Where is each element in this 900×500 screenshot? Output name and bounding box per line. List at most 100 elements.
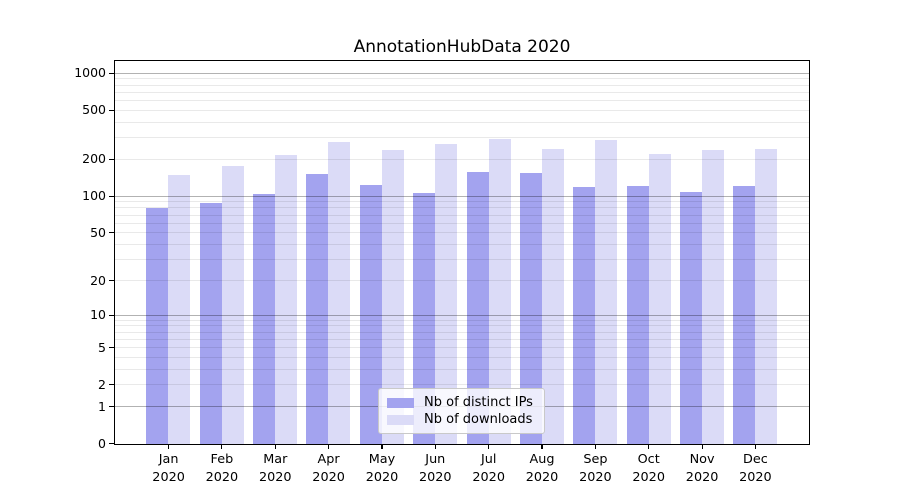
bar-downloads-nov xyxy=(701,150,724,444)
legend-label-downloads: Nb of downloads xyxy=(424,412,533,427)
y-tick-10 xyxy=(109,314,114,316)
y-tick-label-10: 10 xyxy=(90,307,106,323)
x-tick-label-aug: Aug 2020 xyxy=(525,452,559,485)
gridline-minor-400 xyxy=(115,121,809,123)
legend: Nb of distinct IPs Nb of downloads xyxy=(378,388,545,434)
bar-downloads-may xyxy=(381,149,404,444)
bar-downloads-apr xyxy=(328,141,351,444)
bar-downloads-mar xyxy=(275,154,298,444)
plot-area xyxy=(114,60,810,445)
gridline-major-100 xyxy=(115,195,809,197)
gridline-minor-2 xyxy=(115,384,809,386)
bar-ips-sep xyxy=(573,186,596,444)
legend-swatch-downloads xyxy=(387,415,414,425)
bar-downloads-jun xyxy=(435,144,458,444)
y-tick-100 xyxy=(109,195,114,197)
y-tick-label-500: 500 xyxy=(82,102,106,118)
y-tick-label-1000: 1000 xyxy=(74,65,106,81)
y-tick-label-1: 1 xyxy=(98,398,106,414)
gridline-minor-6 xyxy=(115,338,809,340)
bar-downloads-jan xyxy=(168,174,191,444)
bar-ips-apr xyxy=(306,173,329,444)
x-tick-label-jun: Jun 2020 xyxy=(419,452,452,485)
gridline-minor-600 xyxy=(115,99,809,101)
x-tick-feb xyxy=(221,445,223,449)
y-tick-1 xyxy=(109,406,114,408)
chart-title: AnnotationHubData 2020 xyxy=(353,37,571,57)
gridline-minor-7 xyxy=(115,331,809,333)
bar-ips-jun xyxy=(413,193,436,444)
x-tick-aug xyxy=(541,445,543,449)
x-tick-sep xyxy=(594,445,596,449)
gridline-minor-4 xyxy=(115,356,809,358)
bar-ips-aug xyxy=(519,173,542,444)
bar-ips-may xyxy=(359,184,382,444)
legend-label-distinct-ips: Nb of distinct IPs xyxy=(424,395,533,410)
x-tick-label-dec: Dec 2020 xyxy=(739,452,772,485)
x-tick-label-jan: Jan 2020 xyxy=(152,452,185,485)
bar-downloads-feb xyxy=(221,165,244,444)
y-tick-label-2: 2 xyxy=(98,376,106,392)
gridline-minor-20 xyxy=(115,279,809,281)
gridline-minor-40 xyxy=(115,243,809,245)
y-tick-label-200: 200 xyxy=(82,151,106,167)
y-tick-5 xyxy=(109,347,114,349)
bar-ips-jul xyxy=(466,172,489,444)
gridline-minor-9 xyxy=(115,319,809,321)
x-tick-label-mar: Mar 2020 xyxy=(259,452,292,485)
y-tick-label-20: 20 xyxy=(90,272,106,288)
y-tick-label-100: 100 xyxy=(82,188,106,204)
y-tick-1000 xyxy=(109,72,114,74)
gridline-major-10 xyxy=(115,314,809,316)
y-tick-label-0: 0 xyxy=(98,435,106,451)
y-tick-200 xyxy=(109,158,114,160)
y-tick-0 xyxy=(109,443,114,445)
gridline-minor-60 xyxy=(115,222,809,224)
bar-downloads-sep xyxy=(595,140,618,444)
x-tick-jun xyxy=(434,445,436,449)
bar-downloads-jul xyxy=(488,139,511,444)
gridline-minor-30 xyxy=(115,258,809,260)
bar-ips-feb xyxy=(199,203,222,444)
x-tick-may xyxy=(381,445,383,449)
x-tick-jul xyxy=(488,445,490,449)
gridline-minor-500 xyxy=(115,109,809,111)
x-tick-label-jul: Jul 2020 xyxy=(472,452,505,485)
bar-downloads-dec xyxy=(755,148,778,444)
x-tick-nov xyxy=(701,445,703,449)
bar-downloads-oct xyxy=(648,153,671,444)
gridline-minor-700 xyxy=(115,91,809,93)
gridline-minor-8 xyxy=(115,325,809,327)
bar-ips-dec xyxy=(733,186,756,444)
x-tick-oct xyxy=(648,445,650,449)
gridline-minor-800 xyxy=(115,84,809,86)
x-tick-apr xyxy=(328,445,330,449)
gridline-major-1000 xyxy=(115,72,809,74)
bar-ips-oct xyxy=(626,185,649,444)
y-tick-label-5: 5 xyxy=(98,339,106,355)
y-tick-50 xyxy=(109,232,114,234)
x-tick-label-nov: Nov 2020 xyxy=(685,452,719,485)
legend-item-downloads: Nb of downloads xyxy=(387,412,535,428)
bar-ips-mar xyxy=(253,193,276,444)
x-tick-dec xyxy=(754,445,756,449)
x-tick-jan xyxy=(168,445,170,449)
gridline-minor-70 xyxy=(115,214,809,216)
y-tick-label-50: 50 xyxy=(90,224,106,240)
x-tick-label-may: May 2020 xyxy=(365,452,399,485)
gridline-minor-300 xyxy=(115,137,809,138)
gridline-minor-50 xyxy=(115,232,809,234)
x-tick-label-sep: Sep 2020 xyxy=(579,452,612,485)
x-tick-label-feb: Feb 2020 xyxy=(205,452,239,485)
x-tick-label-oct: Oct 2020 xyxy=(632,452,665,485)
x-tick-label-apr: Apr 2020 xyxy=(312,452,345,485)
legend-swatch-distinct-ips xyxy=(387,398,414,408)
y-tick-20 xyxy=(109,279,114,282)
gridline-minor-900 xyxy=(115,78,809,80)
gridline-minor-80 xyxy=(115,207,809,209)
gridline-minor-3 xyxy=(115,368,809,370)
y-tick-2 xyxy=(109,384,114,386)
gridline-minor-5 xyxy=(115,347,809,348)
gridline-minor-90 xyxy=(115,201,809,203)
bar-ips-nov xyxy=(679,191,702,444)
